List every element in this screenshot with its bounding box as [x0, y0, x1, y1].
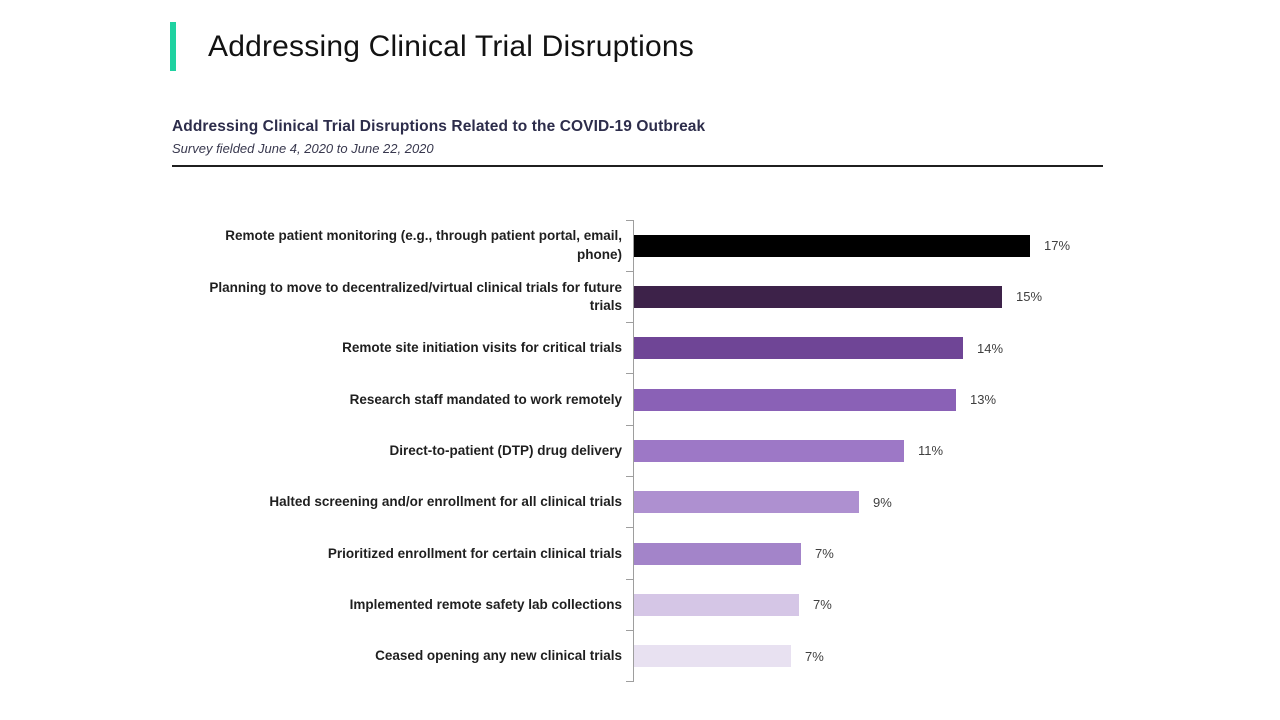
chart-row: Direct-to-patient (DTP) drug delivery 11…: [180, 424, 1190, 477]
chart-row: Research staff mandated to work remotely…: [180, 373, 1190, 426]
chart-header: Addressing Clinical Trial Disruptions Re…: [172, 118, 1103, 167]
title-accent-bar: [170, 22, 176, 71]
category-label: Research staff mandated to work remotely: [349, 391, 622, 407]
category-label: Halted screening and/or enrollment for a…: [269, 494, 622, 510]
chart-row: Implemented remote safety lab collection…: [180, 578, 1190, 631]
value-label: 15%: [1016, 289, 1043, 305]
bar: [634, 337, 963, 360]
bar-track: 15%: [625, 270, 1190, 323]
value-label: 17%: [1044, 238, 1071, 254]
value-label: 7%: [815, 546, 834, 562]
header-divider: [172, 165, 1103, 167]
bar-track: 17%: [625, 219, 1190, 272]
bar: [634, 645, 791, 668]
value-label: 7%: [813, 597, 832, 613]
category-label: Planning to move to decentralized/virtua…: [209, 279, 622, 313]
category-label: Remote patient monitoring (e.g., through…: [225, 228, 622, 262]
chart-subtitle: Survey fielded June 4, 2020 to June 22, …: [172, 141, 434, 156]
value-label: 7%: [805, 648, 824, 664]
value-label: 11%: [918, 443, 944, 459]
chart-row: Planning to move to decentralized/virtua…: [180, 270, 1190, 323]
category-label: Ceased opening any new clinical trials: [375, 648, 622, 664]
bar-track: 11%: [625, 424, 1190, 477]
category-label: Implemented remote safety lab collection…: [349, 596, 622, 612]
chart-row: Prioritized enrollment for certain clini…: [180, 527, 1190, 580]
bar: [634, 234, 1030, 257]
bar-track: 9%: [625, 476, 1190, 528]
bar: [634, 285, 1002, 308]
slide-title: Addressing Clinical Trial Disruptions: [208, 30, 694, 63]
value-label: 9%: [873, 494, 892, 510]
chart-title: Addressing Clinical Trial Disruptions Re…: [172, 118, 706, 135]
bar-track: 7%: [625, 630, 1190, 683]
bar-chart: Remote patient monitoring (e.g., through…: [180, 219, 1190, 683]
category-label: Prioritized enrollment for certain clini…: [327, 545, 622, 561]
value-label: 14%: [977, 340, 1004, 356]
bar-track: 14%: [625, 322, 1190, 374]
bar: [634, 593, 799, 616]
chart-row: Halted screening and/or enrollment for a…: [180, 476, 1190, 528]
bar-track: 7%: [625, 527, 1190, 580]
chart-row: Remote patient monitoring (e.g., through…: [180, 219, 1190, 272]
chart-row: Remote site initiation visits for critic…: [180, 322, 1190, 374]
bar-track: 13%: [625, 373, 1190, 426]
slide-header: Addressing Clinical Trial Disruptions: [170, 20, 694, 73]
category-label: Remote site initiation visits for critic…: [342, 340, 622, 356]
value-label: 13%: [970, 392, 997, 408]
bar: [634, 542, 801, 565]
bar: [634, 491, 859, 514]
category-label: Direct-to-patient (DTP) drug delivery: [389, 442, 622, 458]
bar: [634, 388, 956, 411]
chart-row: Ceased opening any new clinical trials 7…: [180, 630, 1190, 683]
bar-track: 7%: [625, 578, 1190, 631]
bar: [634, 439, 904, 462]
